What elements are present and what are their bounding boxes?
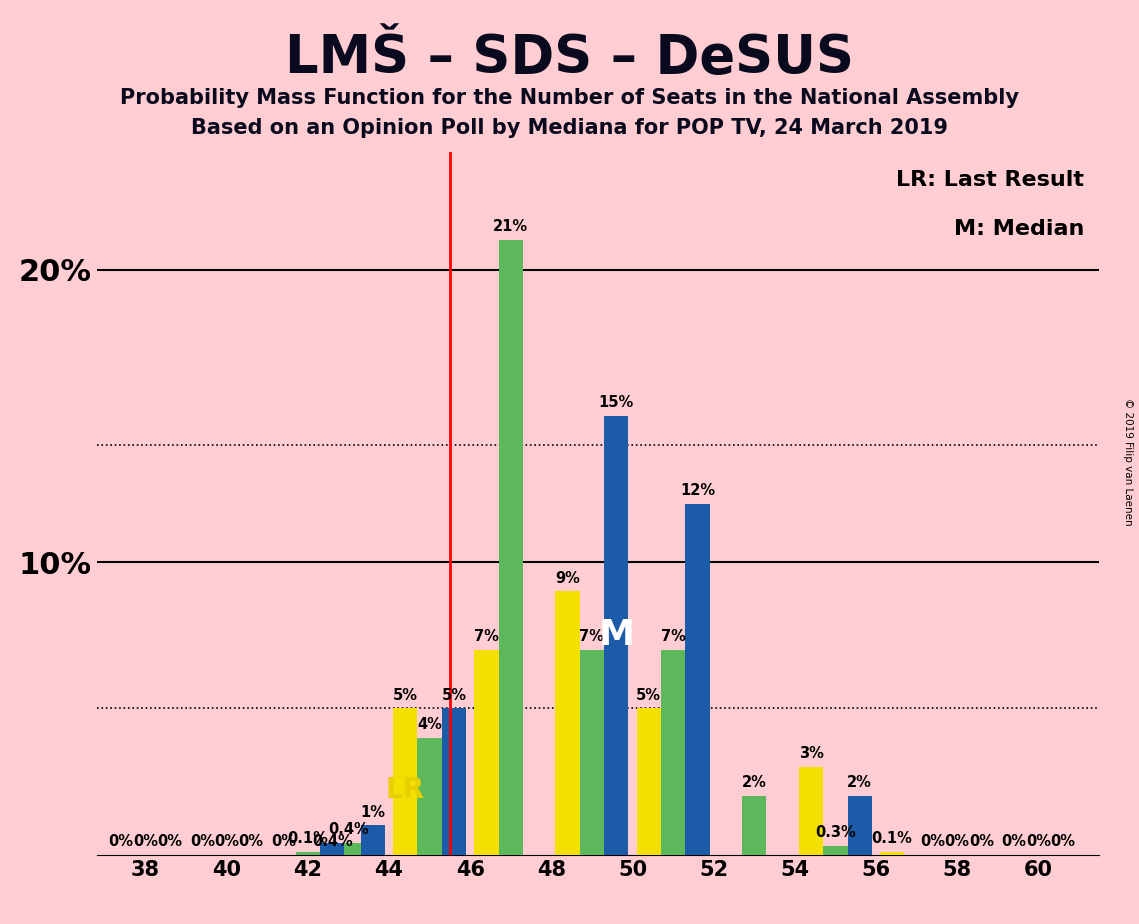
Text: Probability Mass Function for the Number of Seats in the National Assembly: Probability Mass Function for the Number… (120, 88, 1019, 108)
Text: 9%: 9% (555, 570, 580, 586)
Bar (556, 591, 580, 855)
Text: 0.1%: 0.1% (287, 831, 328, 846)
Bar (474, 650, 499, 855)
Text: 0.4%: 0.4% (328, 822, 369, 837)
Text: 15%: 15% (599, 395, 634, 410)
Bar (604, 416, 629, 855)
Bar (880, 852, 904, 855)
Text: 2%: 2% (741, 775, 767, 790)
Text: 4%: 4% (417, 717, 442, 732)
Text: 7%: 7% (580, 629, 605, 644)
Bar (637, 709, 661, 855)
Text: 21%: 21% (493, 219, 528, 235)
Text: 3%: 3% (798, 746, 823, 761)
Text: 0.4%: 0.4% (312, 833, 353, 849)
Bar (296, 852, 320, 855)
Text: M: M (598, 618, 634, 652)
Bar (442, 709, 466, 855)
Text: 0%: 0% (271, 833, 296, 849)
Text: LR: LR (386, 776, 425, 804)
Text: 0%: 0% (133, 833, 158, 849)
Text: 12%: 12% (680, 482, 715, 498)
Bar (336, 843, 361, 855)
Text: Based on an Opinion Poll by Mediana for POP TV, 24 March 2019: Based on an Opinion Poll by Mediana for … (191, 118, 948, 139)
Text: 0%: 0% (1001, 833, 1026, 849)
Bar (580, 650, 604, 855)
Text: 0%: 0% (944, 833, 969, 849)
Text: 5%: 5% (393, 687, 418, 702)
Text: LMŠ – SDS – DeSUS: LMŠ – SDS – DeSUS (285, 32, 854, 84)
Text: 0%: 0% (190, 833, 215, 849)
Text: 5%: 5% (442, 687, 466, 702)
Text: 2%: 2% (847, 775, 872, 790)
Text: 0%: 0% (1026, 833, 1051, 849)
Text: 0%: 0% (157, 833, 182, 849)
Text: 0%: 0% (238, 833, 263, 849)
Bar (661, 650, 686, 855)
Text: 1%: 1% (360, 805, 385, 820)
Bar (847, 796, 871, 855)
Text: M: Median: M: Median (953, 219, 1084, 239)
Text: © 2019 Filip van Laenen: © 2019 Filip van Laenen (1123, 398, 1133, 526)
Text: 7%: 7% (474, 629, 499, 644)
Text: 0%: 0% (969, 833, 994, 849)
Text: 7%: 7% (661, 629, 686, 644)
Bar (361, 825, 385, 855)
Bar (393, 709, 417, 855)
Text: LR: Last Result: LR: Last Result (896, 170, 1084, 190)
Bar (741, 796, 767, 855)
Text: 0%: 0% (920, 833, 945, 849)
Text: 0%: 0% (1050, 833, 1075, 849)
Bar (320, 843, 344, 855)
Bar (499, 240, 523, 855)
Text: 0%: 0% (214, 833, 239, 849)
Text: 0.1%: 0.1% (871, 831, 912, 846)
Bar (686, 504, 710, 855)
Text: 0.3%: 0.3% (816, 825, 855, 840)
Bar (798, 767, 823, 855)
Bar (417, 737, 442, 855)
Bar (823, 846, 847, 855)
Text: 5%: 5% (637, 687, 662, 702)
Text: 0%: 0% (108, 833, 133, 849)
